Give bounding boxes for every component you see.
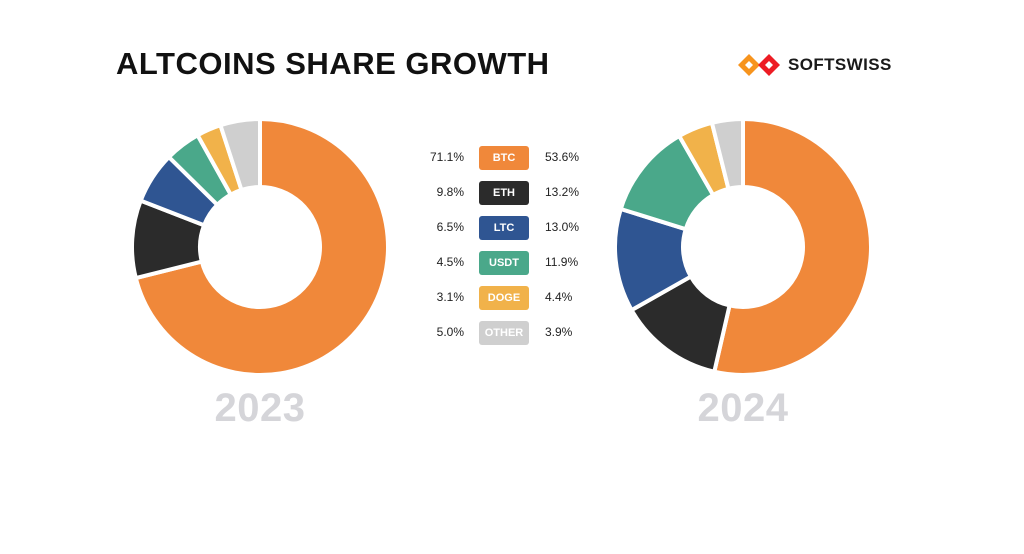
slice-btc-2024 [712,117,873,377]
value-2023-eth: 9.8% [436,185,464,199]
softswiss-logo: SOFTSWISS [738,52,892,78]
slice-other-2023 [218,117,262,192]
value-2023-other: 5.0% [436,325,464,339]
legend-row-eth: 9.8% ETH 13.2% [420,180,590,206]
legend-badge-btc: BTC [479,146,529,170]
legend-row-other: 5.0% OTHER 3.9% [420,320,590,346]
brand-name: SOFTSWISS [788,55,892,74]
legend-row-doge: 3.1% DOGE 4.4% [420,285,590,311]
legend-badge-usdt: USDT [479,251,529,275]
donut-chart-2023 [130,117,390,377]
legend-row-usdt: 4.5% USDT 11.9% [420,250,590,276]
value-2023-doge: 3.1% [436,290,464,304]
softswiss-logo-icon [738,54,780,76]
legend-row-btc: 71.1% BTC 53.6% [420,145,590,171]
legend-badge-ltc: LTC [479,216,529,240]
value-2024-doge: 4.4% [545,290,573,304]
value-2024-eth: 13.2% [545,185,580,199]
value-2024-usdt: 11.9% [545,255,579,269]
value-2023-usdt: 4.5% [436,255,464,269]
value-2024-btc: 53.6% [545,150,580,164]
legend-badge-doge: DOGE [479,286,529,310]
legend: 71.1% BTC 53.6% 9.8% ETH 13.2% 6.5% LTC 13.0% 4.5… [420,145,590,355]
value-2023-btc: 71.1% [429,150,464,164]
value-2024-ltc: 13.0% [545,220,580,234]
legend-badge-eth: ETH [479,181,529,205]
legend-badge-other: OTHER [479,321,529,345]
slice-btc-2023 [133,117,390,377]
chart-title: ALTCOINS SHARE GROWTH [116,46,550,81]
value-2023-ltc: 6.5% [436,220,464,234]
year-label-2024: 2024 [697,386,789,430]
value-2024-other: 3.9% [545,325,573,339]
donut-chart-2024 [613,117,873,377]
slice-other-2024 [709,117,745,191]
legend-row-ltc: 6.5% LTC 13.0% [420,215,590,241]
year-label-2023: 2023 [214,386,306,430]
